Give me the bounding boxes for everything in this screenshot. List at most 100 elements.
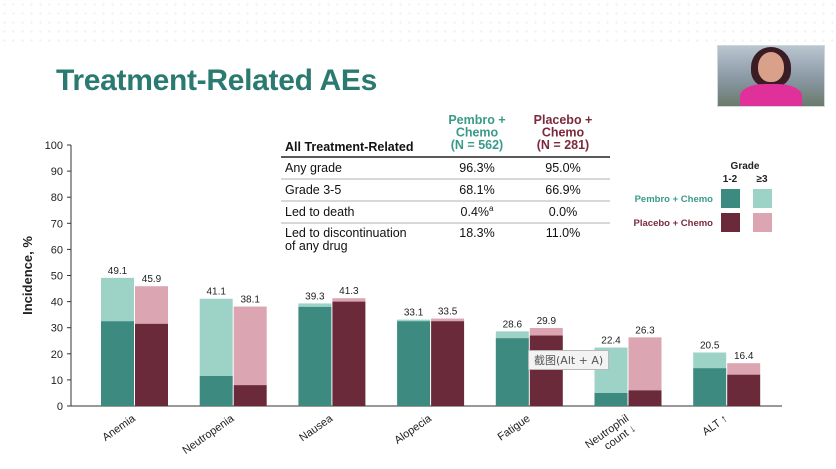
x-category-label: Alopecia xyxy=(392,412,434,447)
bar-grade-3-plus xyxy=(233,306,267,386)
table-row-label-line: Any grade xyxy=(285,161,342,175)
table-row-placebo-value: 0.0% xyxy=(549,205,578,219)
table-row-pembro-value: 18.3% xyxy=(459,226,494,240)
table-row-label: Grade 3-5 xyxy=(285,183,341,197)
bar-grade-3-plus xyxy=(495,331,529,339)
bars-layer xyxy=(101,277,761,406)
bar-grade-1-2 xyxy=(397,321,431,406)
bar-grade-3-plus xyxy=(431,318,465,322)
table-row-label-line: Led to death xyxy=(285,205,355,219)
table-row-label: Led to discontinuation of any drug xyxy=(285,226,407,253)
bar-grade-1-2 xyxy=(628,390,662,406)
y-tick-label: 60 xyxy=(51,244,63,256)
x-category-label: Neutrophilcount ↓ xyxy=(583,413,638,461)
bar-value-label: 33.1 xyxy=(404,308,424,319)
table-value-text: 96.3% xyxy=(459,161,494,175)
legend-placebo-grade-3-swatch xyxy=(753,213,772,232)
bar-grade-1-2 xyxy=(233,385,267,406)
table-value-text: 68.1% xyxy=(459,183,494,197)
x-category-label: Neutropenia xyxy=(180,412,237,457)
background-dot-pattern xyxy=(0,0,836,46)
bar-grade-3-plus xyxy=(298,303,332,307)
y-tick-label: 40 xyxy=(51,297,63,309)
y-tick-label: 20 xyxy=(51,349,63,361)
y-tick-label: 70 xyxy=(51,218,63,230)
bar-grade-1-2 xyxy=(431,321,465,406)
bar-grade-1-2 xyxy=(199,375,233,406)
y-tick-label: 80 xyxy=(51,192,63,204)
bar-grade-1-2 xyxy=(594,392,628,406)
legend-placebo-label: Placebo + Chemo xyxy=(634,218,714,229)
bar-grade-3-plus xyxy=(332,298,366,302)
bar-grade-3-plus xyxy=(727,363,761,375)
bar-grade-3-plus xyxy=(628,337,662,391)
x-category-label: Nausea xyxy=(297,412,336,444)
table-row-label-line: Led to discontinuation xyxy=(285,226,407,240)
y-tick-label: 50 xyxy=(51,271,63,283)
bar-grade-1-2 xyxy=(727,374,761,406)
bar-grade-1-2 xyxy=(529,335,563,406)
bar-grade-1-2 xyxy=(693,368,727,406)
table-col-placebo-header: (N = 281) xyxy=(537,138,589,152)
legend-grade-3-header: ≥3 xyxy=(756,174,767,185)
legend-placebo-grade-1-2-swatch xyxy=(721,213,740,232)
bar-value-label: 29.9 xyxy=(537,316,557,327)
legend-grade-1-2-header: 1-2 xyxy=(723,174,738,185)
bar-value-label: 33.5 xyxy=(438,307,458,318)
bar-grade-3-plus xyxy=(135,286,168,324)
table-footnote-marker: a xyxy=(489,204,494,213)
bar-value-label: 45.9 xyxy=(142,274,162,285)
bar-grade-1-2 xyxy=(332,301,366,406)
y-tick-label: 100 xyxy=(45,140,63,152)
y-tick-label: 0 xyxy=(57,401,63,413)
table-row-placebo-value: 66.9% xyxy=(545,183,580,197)
table-row-label: Any grade xyxy=(285,161,342,175)
x-category-label-line: Fatigue xyxy=(496,413,533,444)
legend-pembro-label: Pembro + Chemo xyxy=(635,194,714,205)
y-tick-label: 30 xyxy=(51,323,63,335)
bar-value-label: 39.3 xyxy=(305,291,325,302)
y-axis-title: Incidence, % xyxy=(20,236,35,315)
bar-value-label: 28.6 xyxy=(503,319,523,330)
bar-value-label: 16.4 xyxy=(734,351,754,362)
chart-legend: Grade 1-2 ≥3 Pembro + Chemo Placebo + Chemo xyxy=(634,161,772,232)
bar-grade-3-plus xyxy=(397,319,431,322)
table-row-label-line: Grade 3-5 xyxy=(285,183,341,197)
legend-pembro-grade-1-2-swatch xyxy=(721,189,740,208)
x-category-label: Fatigue xyxy=(496,413,533,444)
y-axis: 0 10 20 30 40 50 60 70 80 90 100 Incidence, % xyxy=(20,140,782,413)
bar-value-label: 20.5 xyxy=(700,340,720,351)
presenter-body xyxy=(740,84,802,106)
table-row-placebo-value: 95.0% xyxy=(545,161,580,175)
x-category-label-line: Alopecia xyxy=(392,412,434,447)
screenshot-tooltip: 截图(Alt + A) xyxy=(528,350,610,370)
bar-value-label: 38.1 xyxy=(240,295,260,306)
bar-grade-1-2 xyxy=(101,321,134,406)
bar-grade-3-plus xyxy=(529,327,563,336)
table-value-text: 0.4% xyxy=(461,205,490,219)
table-header-label: All Treatment-Related xyxy=(285,140,414,154)
x-category-label: ALT ↑ xyxy=(700,413,730,439)
x-category-label: Anemia xyxy=(100,412,138,444)
table-row-pembro-value: 96.3% xyxy=(459,161,494,175)
y-tick-label: 90 xyxy=(51,166,63,178)
table-col-placebo-header: Placebo + xyxy=(534,113,593,127)
table-row-placebo-value: 11.0% xyxy=(546,226,581,240)
presenter-webcam-thumbnail[interactable] xyxy=(717,45,825,107)
table-row-label: Led to death xyxy=(285,205,355,219)
bar-grade-1-2 xyxy=(298,306,332,406)
bar-value-label: 22.4 xyxy=(601,336,621,347)
bar-value-label: 26.3 xyxy=(635,325,655,336)
presenter-face xyxy=(758,52,784,82)
bar-grade-1-2 xyxy=(495,338,529,406)
legend-grade-header: Grade xyxy=(731,161,760,172)
table-col-pembro-header: Chemo xyxy=(456,126,499,140)
bar-value-label: 49.1 xyxy=(108,266,128,277)
bar-grade-3-plus xyxy=(101,277,134,322)
legend-pembro-grade-3-swatch xyxy=(753,189,772,208)
bar-grade-3-plus xyxy=(693,352,727,369)
table-value-text: 18.3% xyxy=(459,226,494,240)
table-col-pembro-header: (N = 562) xyxy=(451,138,503,152)
x-category-label-line: Nausea xyxy=(297,412,336,444)
